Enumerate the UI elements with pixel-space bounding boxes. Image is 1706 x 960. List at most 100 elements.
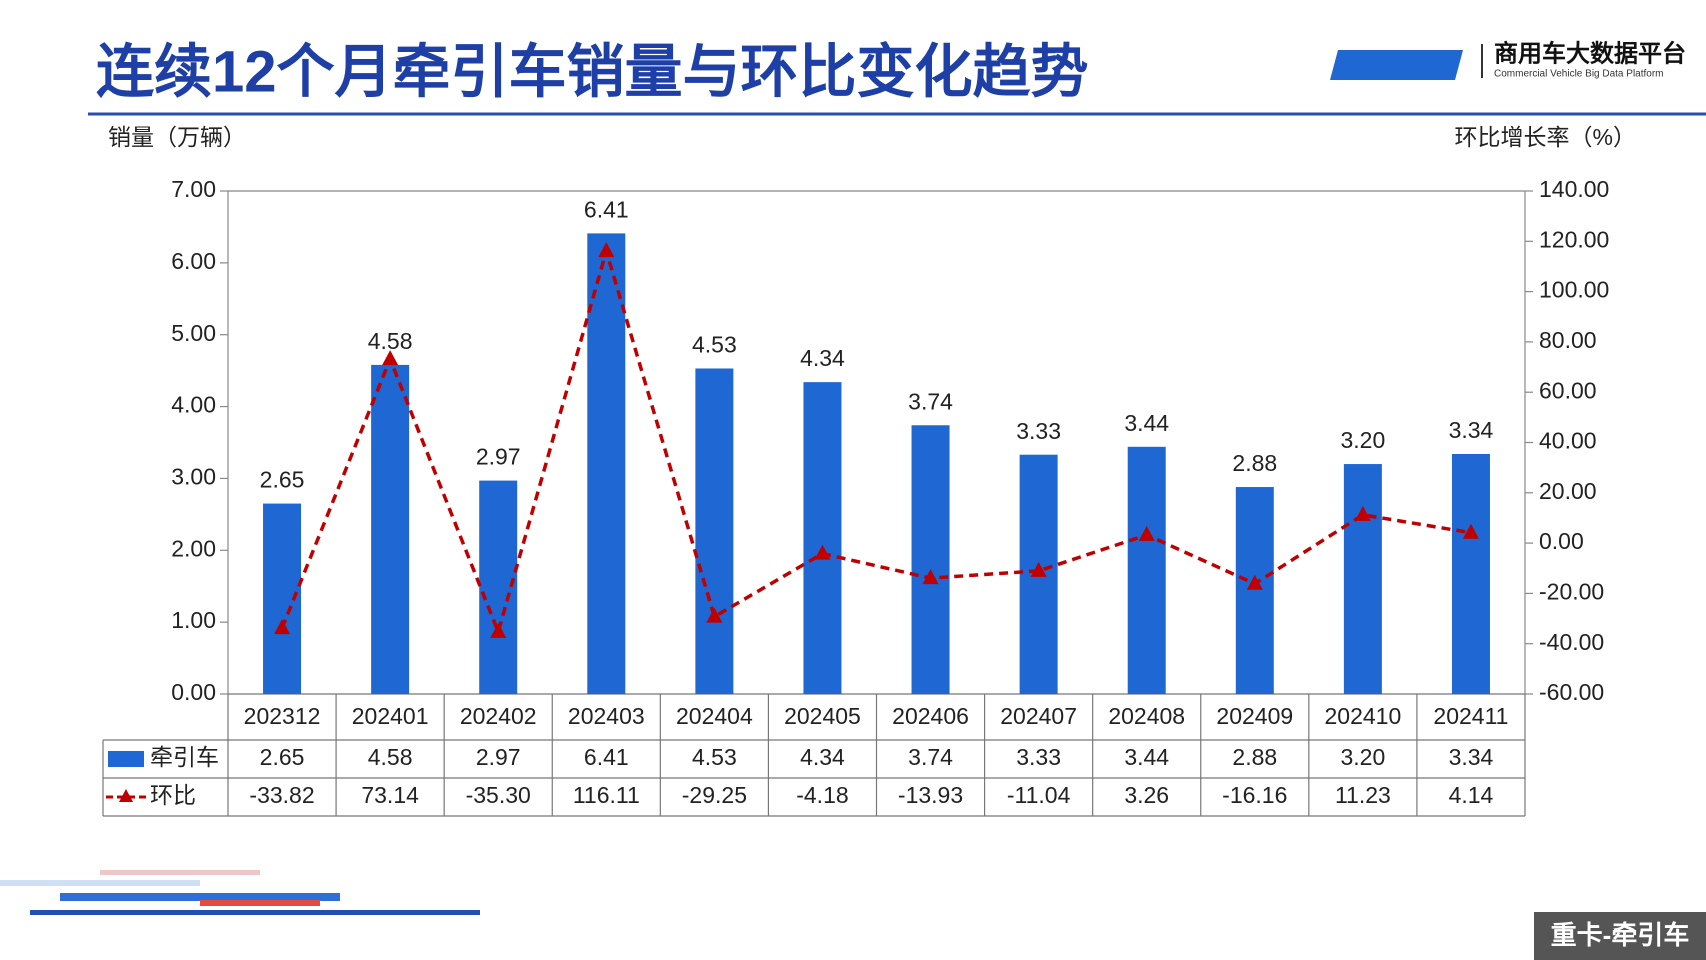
table-cell: -13.93 — [898, 782, 963, 808]
y2-tick-label: -20.00 — [1539, 578, 1604, 604]
y-tick-label: 2.00 — [171, 535, 216, 561]
y-tick-label: 0.00 — [171, 679, 216, 705]
bar — [1451, 453, 1490, 694]
table-cell: 4.34 — [800, 744, 845, 770]
y-tick-label: 3.00 — [171, 464, 216, 490]
x-tick-label: 202406 — [892, 703, 969, 729]
bar-value-label: 4.53 — [692, 332, 737, 358]
table-cell: -35.30 — [466, 782, 531, 808]
y-tick-label: 6.00 — [171, 248, 216, 274]
bar-value-label: 2.97 — [476, 444, 521, 470]
table-cell: 3.74 — [908, 744, 953, 770]
x-tick-label: 202402 — [460, 703, 537, 729]
y2-tick-label: 20.00 — [1539, 478, 1597, 504]
y-tick-label: 1.00 — [171, 607, 216, 633]
tag: 重卡-牵引车 — [1551, 920, 1690, 950]
x-tick-label: 202410 — [1325, 703, 1402, 729]
y2-tick-label: 0.00 — [1539, 528, 1584, 554]
bar-value-label: 3.34 — [1449, 417, 1494, 443]
line-marker — [1246, 574, 1263, 590]
bar-value-label: 4.58 — [368, 328, 413, 354]
bar-value-label: 3.44 — [1124, 410, 1169, 436]
table-cell: 4.58 — [368, 744, 413, 770]
table-cell: 6.41 — [584, 744, 629, 770]
bar-value-label: 3.74 — [908, 388, 953, 414]
legend-swatch — [108, 751, 144, 767]
table-cell: 3.26 — [1124, 782, 1169, 808]
line-marker — [1138, 525, 1155, 541]
table-cell: -11.04 — [1007, 782, 1071, 808]
bar — [371, 364, 410, 694]
line-marker — [706, 607, 723, 623]
table-cell: 4.14 — [1449, 782, 1494, 808]
line-marker — [1354, 505, 1371, 521]
y2-tick-label: -40.00 — [1539, 629, 1604, 655]
table-cell: -4.18 — [796, 782, 848, 808]
y2-tick-label: -60.00 — [1539, 679, 1604, 705]
bar-value-label: 4.34 — [800, 345, 845, 371]
y2-tick-label: 140.00 — [1539, 176, 1609, 202]
table-cell: -29.25 — [682, 782, 747, 808]
table-cell: 2.65 — [260, 744, 305, 770]
y2-tick-label: 100.00 — [1539, 277, 1609, 303]
legend-label: 牵引车 — [150, 744, 219, 770]
bar — [1235, 487, 1274, 694]
table-cell: -33.82 — [249, 782, 314, 808]
bar — [911, 425, 950, 694]
x-tick-label: 202408 — [1108, 703, 1185, 729]
bar — [695, 368, 734, 694]
decoration — [0, 870, 480, 915]
x-tick-label: 202312 — [244, 703, 321, 729]
x-tick-label: 202405 — [784, 703, 861, 729]
table-cell: 2.88 — [1232, 744, 1277, 770]
table-cell: 3.34 — [1449, 744, 1494, 770]
table-cell: 73.14 — [361, 782, 419, 808]
bar-value-label: 2.88 — [1232, 450, 1277, 476]
bar-value-label: 3.33 — [1016, 418, 1061, 444]
table-cell: 2.97 — [476, 744, 521, 770]
bar — [803, 382, 842, 694]
logo: 商用车大数据平台 Commercial Vehicle Big Data Pla… — [1330, 39, 1686, 80]
legend-swatch — [119, 789, 133, 802]
bar — [479, 480, 518, 694]
bar — [1343, 464, 1382, 694]
table-cell: -16.16 — [1222, 782, 1287, 808]
y2-tick-label: 40.00 — [1539, 428, 1597, 454]
line-marker — [598, 242, 615, 258]
x-tick-label: 202411 — [1433, 703, 1508, 729]
x-tick-label: 202401 — [352, 703, 429, 729]
bar-value-label: 6.41 — [584, 196, 629, 222]
line-marker — [1030, 561, 1047, 577]
line-marker — [922, 569, 939, 585]
table-cell: 116.11 — [573, 782, 640, 808]
line-marker — [814, 544, 831, 560]
y-tick-label: 5.00 — [171, 320, 216, 346]
x-tick-label: 202409 — [1216, 703, 1293, 729]
y2-tick-label: 80.00 — [1539, 327, 1597, 353]
bar-value-label: 2.65 — [260, 467, 305, 493]
x-tick-label: 202407 — [1000, 703, 1077, 729]
y-axis-title: 销量（万辆） — [108, 124, 246, 150]
line-marker — [1462, 523, 1479, 539]
bar-value-label: 3.20 — [1340, 427, 1385, 453]
tag-box — [1534, 912, 1706, 960]
y-tick-label: 4.00 — [171, 392, 216, 418]
legend-label: 环比 — [150, 782, 196, 808]
y2-tick-label: 60.00 — [1539, 377, 1597, 403]
y-tick-label: 7.00 — [171, 176, 216, 202]
table-cell: 3.33 — [1016, 744, 1061, 770]
table-cell: 3.20 — [1340, 744, 1385, 770]
table-cell: 4.53 — [692, 744, 737, 770]
y2-tick-label: 120.00 — [1539, 226, 1609, 252]
logo-name: 商用车大数据平台 — [1494, 39, 1686, 67]
table-cell: 11.23 — [1335, 782, 1391, 808]
x-tick-label: 202403 — [568, 703, 645, 729]
logo-subtitle: Commercial Vehicle Big Data Platform — [1494, 69, 1664, 80]
line-marker — [490, 622, 507, 638]
line-marker — [274, 619, 291, 635]
y2-axis-title: 环比增长率（%） — [1455, 124, 1636, 150]
line — [280, 244, 1472, 638]
bar — [1127, 446, 1166, 694]
bar — [587, 233, 626, 694]
